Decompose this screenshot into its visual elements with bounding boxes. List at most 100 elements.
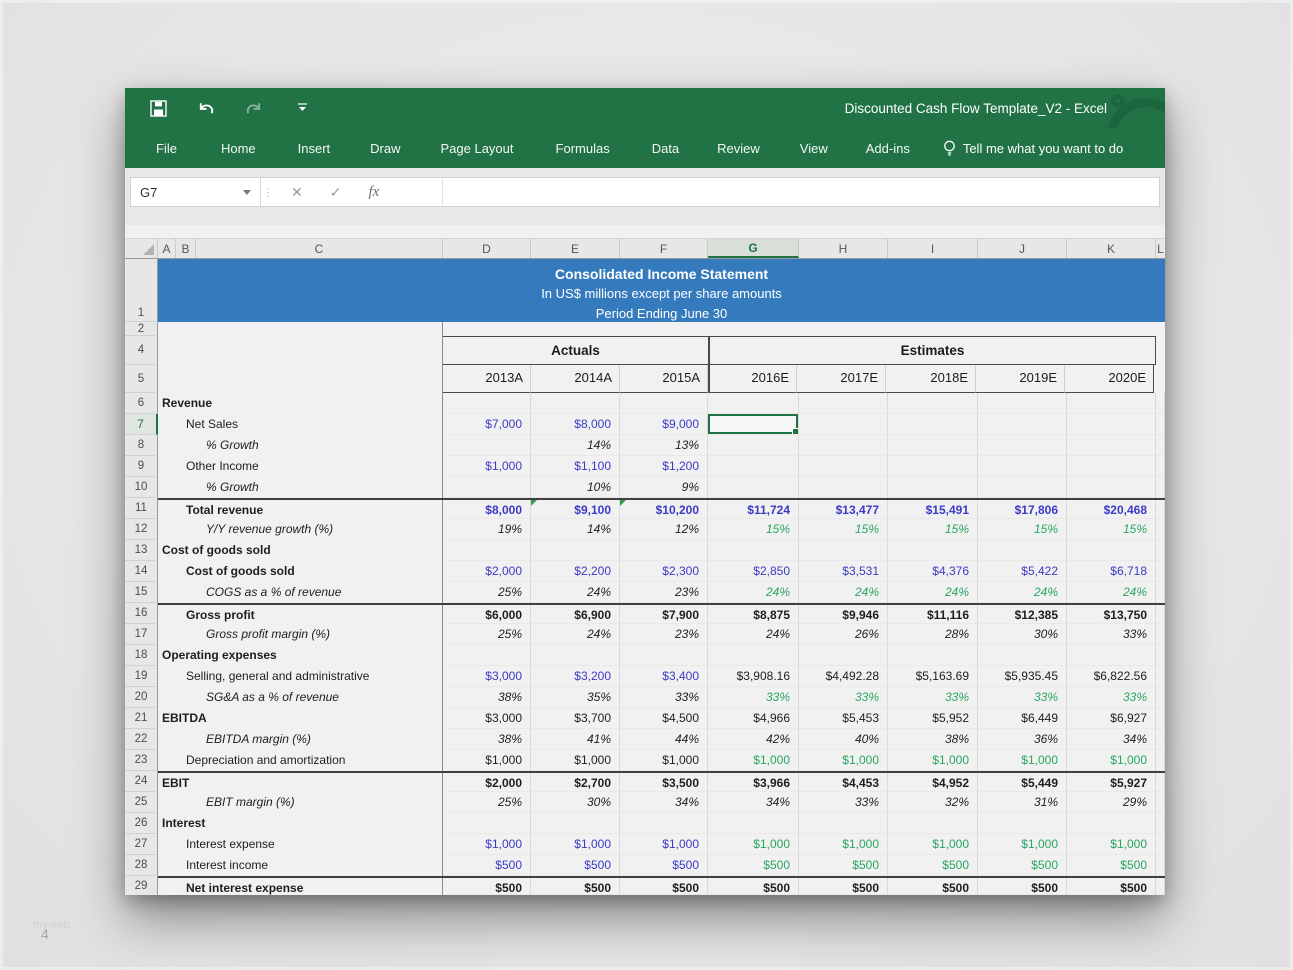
- cell[interactable]: 23%: [620, 582, 708, 603]
- cell[interactable]: [531, 645, 620, 666]
- row-header-2[interactable]: 2: [125, 322, 158, 336]
- row-label[interactable]: Interest income: [158, 855, 443, 876]
- tab-data[interactable]: Data: [651, 140, 680, 156]
- empty-cell[interactable]: [158, 336, 443, 365]
- cell[interactable]: [1067, 540, 1156, 561]
- column-header-b[interactable]: B: [176, 239, 196, 258]
- cell[interactable]: [443, 540, 531, 561]
- cell[interactable]: [443, 393, 531, 414]
- cell[interactable]: $500: [799, 878, 888, 895]
- cell[interactable]: [799, 456, 888, 477]
- cell[interactable]: [888, 477, 978, 498]
- row-label[interactable]: Gross profit margin (%): [158, 624, 443, 645]
- cell[interactable]: $500: [888, 855, 978, 876]
- cell[interactable]: $1,000: [620, 834, 708, 855]
- cell[interactable]: 42%: [708, 729, 799, 750]
- cell[interactable]: $500: [531, 855, 620, 876]
- cell[interactable]: 14%: [531, 435, 620, 456]
- cell[interactable]: 38%: [443, 729, 531, 750]
- row-header-9[interactable]: 9: [125, 456, 158, 477]
- cell[interactable]: 38%: [888, 729, 978, 750]
- cell[interactable]: [708, 540, 799, 561]
- column-header-k[interactable]: K: [1067, 239, 1156, 258]
- row-label[interactable]: Cost of goods sold: [158, 561, 443, 582]
- cell[interactable]: [708, 393, 799, 414]
- cell[interactable]: $5,927: [1067, 773, 1156, 792]
- cell[interactable]: $1,000: [799, 750, 888, 771]
- cell[interactable]: $2,300: [620, 561, 708, 582]
- tab-insert[interactable]: Insert: [297, 140, 331, 156]
- cell[interactable]: 35%: [531, 687, 620, 708]
- row-header-10[interactable]: 10: [125, 477, 158, 498]
- row-header-17[interactable]: 17: [125, 624, 158, 645]
- cell[interactable]: $9,000: [620, 414, 708, 435]
- column-header-j[interactable]: J: [978, 239, 1067, 258]
- cell[interactable]: [978, 435, 1067, 456]
- row-header-23[interactable]: 23: [125, 750, 158, 771]
- cell[interactable]: 24%: [708, 624, 799, 645]
- cell[interactable]: $500: [620, 855, 708, 876]
- cell[interactable]: [978, 540, 1067, 561]
- cell[interactable]: [1156, 750, 1165, 771]
- cell[interactable]: [799, 540, 888, 561]
- cell[interactable]: $500: [799, 855, 888, 876]
- cell[interactable]: $1,000: [443, 750, 531, 771]
- cell[interactable]: [799, 435, 888, 456]
- cell[interactable]: 24%: [1067, 582, 1156, 603]
- cell[interactable]: $13,750: [1067, 605, 1156, 624]
- cell[interactable]: [978, 456, 1067, 477]
- cell[interactable]: $1,000: [708, 834, 799, 855]
- insert-function-icon[interactable]: fx: [368, 183, 380, 200]
- cell[interactable]: [888, 456, 978, 477]
- cell[interactable]: 14%: [531, 519, 620, 540]
- cell[interactable]: 33%: [888, 687, 978, 708]
- cell[interactable]: 34%: [708, 792, 799, 813]
- cell[interactable]: $12,385: [978, 605, 1067, 624]
- cell[interactable]: $11,724: [708, 500, 799, 519]
- name-box-dropdown-icon[interactable]: [243, 189, 251, 195]
- cell[interactable]: [799, 477, 888, 498]
- cell[interactable]: $500: [888, 878, 978, 895]
- cell[interactable]: [1156, 708, 1165, 729]
- row-header-13[interactable]: 13: [125, 540, 158, 561]
- cell[interactable]: $2,000: [443, 561, 531, 582]
- cell[interactable]: [1156, 540, 1165, 561]
- cell[interactable]: [1067, 435, 1156, 456]
- cell[interactable]: $5,935.45: [978, 666, 1067, 687]
- cell[interactable]: $8,875: [708, 605, 799, 624]
- sheet-title-banner[interactable]: Consolidated Income Statement In US$ mil…: [158, 259, 1165, 322]
- cell[interactable]: 15%: [799, 519, 888, 540]
- cell[interactable]: [888, 393, 978, 414]
- cell[interactable]: [978, 393, 1067, 414]
- tab-formulas[interactable]: Formulas: [555, 140, 610, 156]
- cell[interactable]: [799, 393, 888, 414]
- column-header-l[interactable]: L: [1157, 241, 1164, 256]
- row-header-1[interactable]: 1: [125, 259, 158, 322]
- cell[interactable]: 25%: [443, 582, 531, 603]
- cell[interactable]: [1156, 729, 1165, 750]
- cell[interactable]: $1,000: [443, 834, 531, 855]
- tab-file[interactable]: File: [156, 140, 177, 156]
- redo-icon[interactable]: [245, 99, 263, 117]
- row-header-21[interactable]: 21: [125, 708, 158, 729]
- cell[interactable]: [1067, 813, 1156, 834]
- cell[interactable]: $13,477: [799, 500, 888, 519]
- actuals-header[interactable]: Actuals: [443, 336, 708, 365]
- row-header-24[interactable]: 24: [125, 771, 158, 792]
- row-header-14[interactable]: 14: [125, 561, 158, 582]
- cell[interactable]: $1,000: [531, 834, 620, 855]
- cell[interactable]: [708, 645, 799, 666]
- cell[interactable]: $500: [1067, 855, 1156, 876]
- cell[interactable]: $500: [443, 878, 531, 895]
- cell[interactable]: [799, 813, 888, 834]
- cell[interactable]: $1,000: [888, 750, 978, 771]
- cell[interactable]: 33%: [799, 687, 888, 708]
- cell[interactable]: [620, 540, 708, 561]
- cell[interactable]: $3,500: [620, 773, 708, 792]
- column-header-i[interactable]: I: [888, 239, 978, 258]
- row-header-6[interactable]: 6: [125, 393, 158, 414]
- tab-add-ins[interactable]: Add-ins: [865, 140, 910, 156]
- row-header-27[interactable]: 27: [125, 834, 158, 855]
- cell[interactable]: 29%: [1067, 792, 1156, 813]
- formula-input[interactable]: [443, 178, 1159, 206]
